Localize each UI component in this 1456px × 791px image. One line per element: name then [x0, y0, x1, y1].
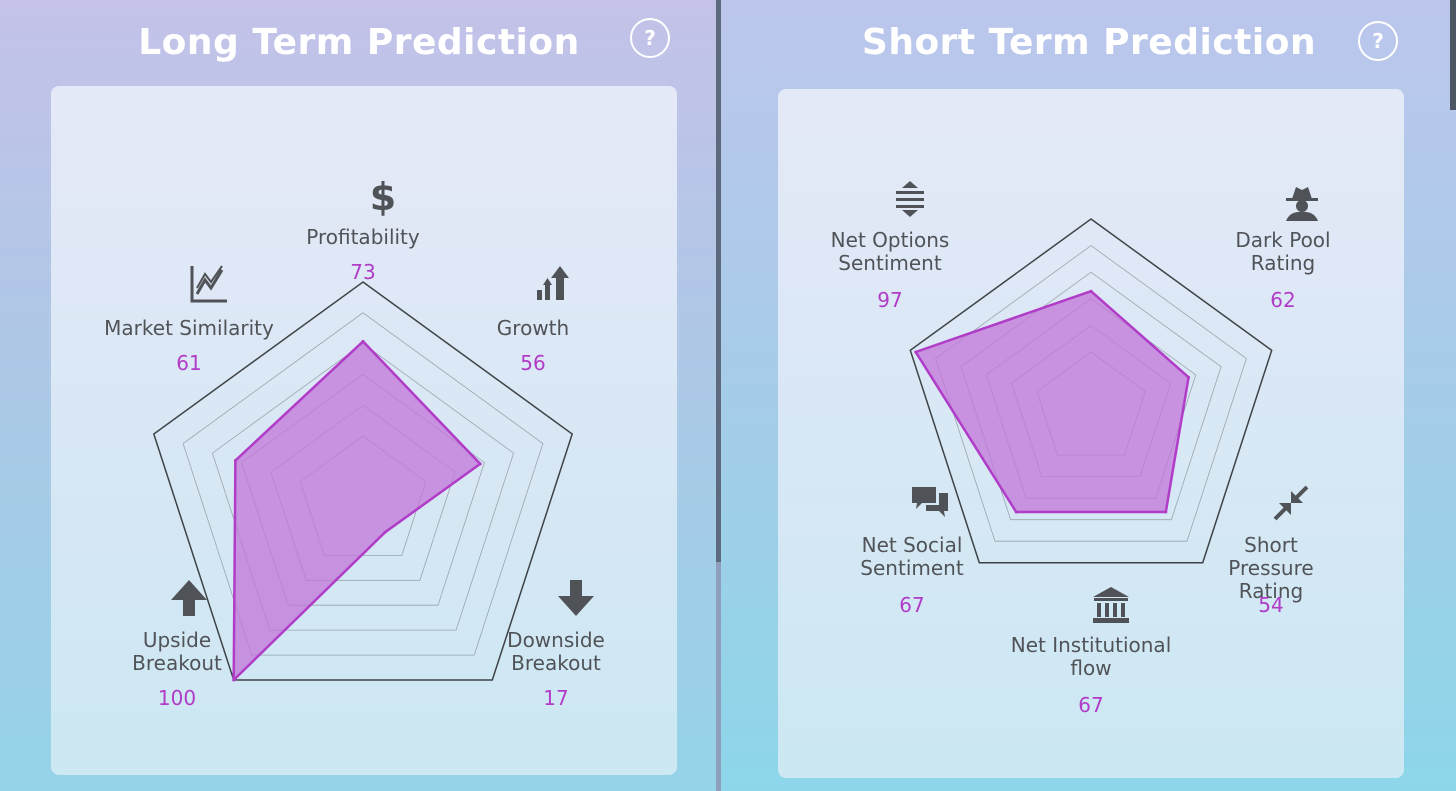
- radar-point-1: [1187, 375, 1191, 379]
- scrollbar-edge[interactable]: [1450, 0, 1456, 110]
- axis-value: 100: [157, 686, 197, 710]
- grid-ring: [211, 343, 515, 631]
- short-term-title: Short Term Prediction: [861, 22, 1317, 63]
- radar-chart-1: [909, 218, 1273, 564]
- axis-label: Growth: [496, 316, 570, 340]
- radar-point-2: [383, 530, 387, 534]
- axis-label: Net Social Sentiment: [860, 533, 964, 580]
- panel-divider: [716, 0, 721, 562]
- axis-value: 67: [899, 593, 925, 617]
- axis-label: Dark Pool Rating: [1235, 228, 1331, 275]
- radar-outline: [152, 281, 574, 681]
- axis-label: Downside Breakout: [507, 628, 605, 675]
- radar-point-0: [361, 339, 365, 343]
- axis-label: Short Pressure Rating: [1228, 533, 1314, 603]
- axis-value: 97: [877, 288, 903, 312]
- long-term-panel: Long Term Prediction ? $ Profitability 73 G…: [0, 0, 718, 791]
- radar-point-0: [1089, 289, 1093, 293]
- radar-data-area: [232, 340, 482, 682]
- axis-value: 54: [1258, 593, 1284, 617]
- axis-value: 56: [520, 351, 546, 375]
- short-term-help-button[interactable]: ?: [1358, 21, 1398, 61]
- radar-point-4: [914, 350, 918, 354]
- panel-divider-lower: [716, 562, 721, 791]
- radar-point-2: [1164, 510, 1168, 514]
- radar-outline: [909, 218, 1273, 564]
- axis-value: 61: [176, 351, 202, 375]
- long-term-help-button[interactable]: ?: [630, 18, 670, 58]
- radar-data-area: [914, 289, 1190, 514]
- axis-label: Net Institutional flow: [1010, 633, 1172, 680]
- radar-point-3: [1014, 510, 1018, 514]
- axis-label: Market Similarity: [104, 316, 274, 340]
- axis-label: Upside Breakout: [132, 628, 222, 675]
- axis-label: Profitability: [306, 225, 420, 249]
- radar-point-3: [232, 678, 236, 682]
- radar-point-4: [233, 459, 237, 462]
- axis-value: 73: [350, 260, 376, 284]
- axis-label: Net Options Sentiment: [830, 228, 950, 275]
- axis-value: 67: [1078, 693, 1104, 717]
- long-term-radar-card: $ Profitability 73 Growth 56 Downside Breakou…: [51, 86, 677, 775]
- radar-chart-0: [152, 281, 574, 682]
- long-term-title: Long Term Prediction: [138, 22, 580, 63]
- grid-ring: [182, 312, 544, 656]
- axis-value: 17: [543, 686, 569, 710]
- svg-text:$: $: [370, 176, 396, 216]
- axis-value: 62: [1270, 288, 1296, 312]
- short-term-panel: Short Term Prediction ? Dark Pool Rating…: [722, 0, 1456, 791]
- radar-point-1: [478, 462, 482, 466]
- short-term-radar-card: Dark Pool Rating 62 Short Pressure Rating 5…: [778, 89, 1404, 778]
